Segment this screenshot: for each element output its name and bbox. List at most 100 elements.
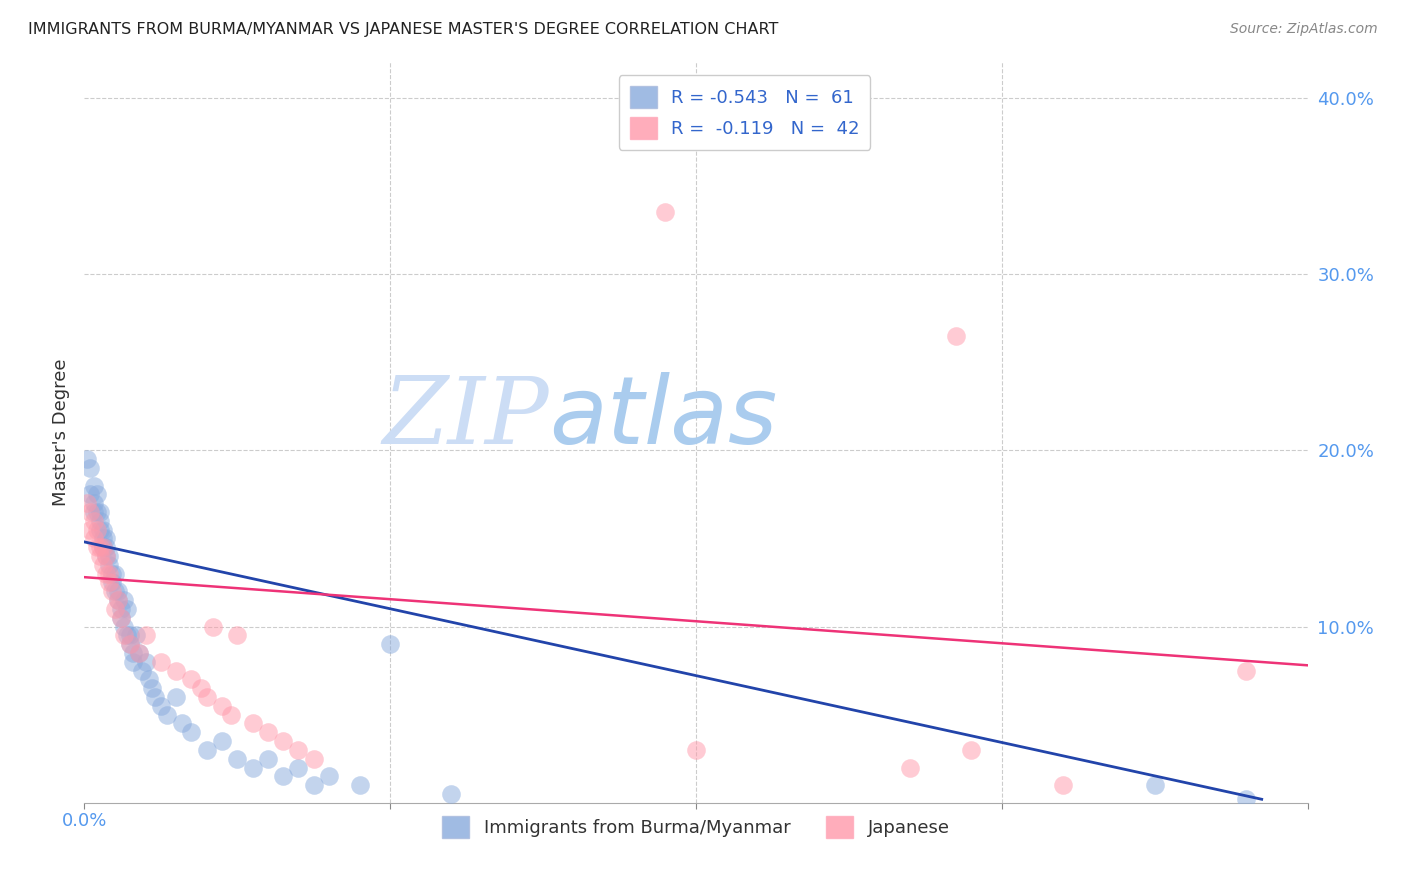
Point bbox=[226, 752, 249, 766]
Point bbox=[97, 566, 120, 581]
Point bbox=[83, 505, 105, 519]
Point bbox=[898, 760, 921, 774]
Point bbox=[149, 698, 172, 713]
Text: 0.0%: 0.0% bbox=[62, 812, 107, 830]
Point bbox=[112, 619, 135, 633]
Point bbox=[83, 532, 105, 546]
Point bbox=[89, 505, 111, 519]
Point bbox=[440, 787, 463, 801]
Point bbox=[141, 681, 163, 696]
Point bbox=[101, 566, 124, 581]
Point bbox=[165, 690, 187, 704]
Point bbox=[91, 558, 114, 572]
Point bbox=[94, 540, 117, 554]
Point bbox=[89, 540, 111, 554]
Point bbox=[89, 514, 111, 528]
Point bbox=[86, 487, 108, 501]
Point bbox=[104, 602, 127, 616]
Point bbox=[128, 646, 150, 660]
Point bbox=[195, 743, 218, 757]
Point bbox=[257, 725, 280, 739]
Text: atlas: atlas bbox=[550, 372, 778, 463]
Point bbox=[86, 505, 108, 519]
Point bbox=[219, 707, 242, 722]
Point bbox=[107, 593, 129, 607]
Point bbox=[318, 769, 340, 783]
Point bbox=[1052, 778, 1074, 792]
Point bbox=[960, 743, 983, 757]
Point bbox=[180, 725, 202, 739]
Point bbox=[190, 681, 212, 696]
Point bbox=[110, 602, 132, 616]
Point bbox=[149, 655, 172, 669]
Point bbox=[654, 205, 676, 219]
Point bbox=[83, 496, 105, 510]
Point bbox=[110, 610, 132, 624]
Point bbox=[79, 461, 101, 475]
Point bbox=[101, 575, 124, 590]
Point bbox=[101, 584, 124, 599]
Point bbox=[104, 584, 127, 599]
Point bbox=[110, 610, 132, 624]
Point bbox=[91, 540, 114, 554]
Y-axis label: Master's Degree: Master's Degree bbox=[52, 359, 70, 507]
Point bbox=[302, 778, 325, 792]
Point bbox=[211, 698, 233, 713]
Point bbox=[287, 743, 309, 757]
Point bbox=[83, 514, 105, 528]
Point bbox=[138, 673, 160, 687]
Text: Source: ZipAtlas.com: Source: ZipAtlas.com bbox=[1230, 22, 1378, 37]
Point bbox=[201, 619, 224, 633]
Point bbox=[195, 690, 218, 704]
Point bbox=[302, 752, 325, 766]
Point bbox=[89, 523, 111, 537]
Point bbox=[242, 716, 264, 731]
Point bbox=[107, 593, 129, 607]
Point bbox=[135, 628, 157, 642]
Point bbox=[180, 673, 202, 687]
Point bbox=[94, 549, 117, 563]
Point bbox=[112, 593, 135, 607]
Point bbox=[89, 549, 111, 563]
Point bbox=[86, 523, 108, 537]
Point bbox=[115, 602, 138, 616]
Point bbox=[131, 664, 153, 678]
Point bbox=[1143, 778, 1166, 792]
Point bbox=[112, 628, 135, 642]
Point bbox=[76, 496, 98, 510]
Point bbox=[125, 628, 148, 642]
Point bbox=[380, 637, 402, 651]
Point bbox=[271, 769, 294, 783]
Legend: Immigrants from Burma/Myanmar, Japanese: Immigrants from Burma/Myanmar, Japanese bbox=[434, 809, 957, 846]
Point bbox=[122, 646, 145, 660]
Point bbox=[122, 655, 145, 669]
Point bbox=[226, 628, 249, 642]
Point bbox=[120, 637, 142, 651]
Point bbox=[107, 584, 129, 599]
Point bbox=[349, 778, 371, 792]
Text: IMMIGRANTS FROM BURMA/MYANMAR VS JAPANESE MASTER'S DEGREE CORRELATION CHART: IMMIGRANTS FROM BURMA/MYANMAR VS JAPANES… bbox=[28, 22, 779, 37]
Point bbox=[91, 523, 114, 537]
Point bbox=[76, 452, 98, 467]
Point bbox=[91, 532, 114, 546]
Point bbox=[83, 478, 105, 492]
Point bbox=[1236, 664, 1258, 678]
Point bbox=[79, 523, 101, 537]
Point bbox=[685, 743, 707, 757]
Point bbox=[165, 664, 187, 678]
Point bbox=[211, 734, 233, 748]
Point bbox=[94, 549, 117, 563]
Point bbox=[257, 752, 280, 766]
Point bbox=[1236, 792, 1258, 806]
Point bbox=[91, 540, 114, 554]
Point bbox=[86, 540, 108, 554]
Point bbox=[97, 575, 120, 590]
Point bbox=[94, 566, 117, 581]
Point bbox=[271, 734, 294, 748]
Point bbox=[945, 328, 967, 343]
Point bbox=[115, 628, 138, 642]
Point bbox=[143, 690, 166, 704]
Point bbox=[94, 532, 117, 546]
Point bbox=[104, 566, 127, 581]
Point bbox=[120, 637, 142, 651]
